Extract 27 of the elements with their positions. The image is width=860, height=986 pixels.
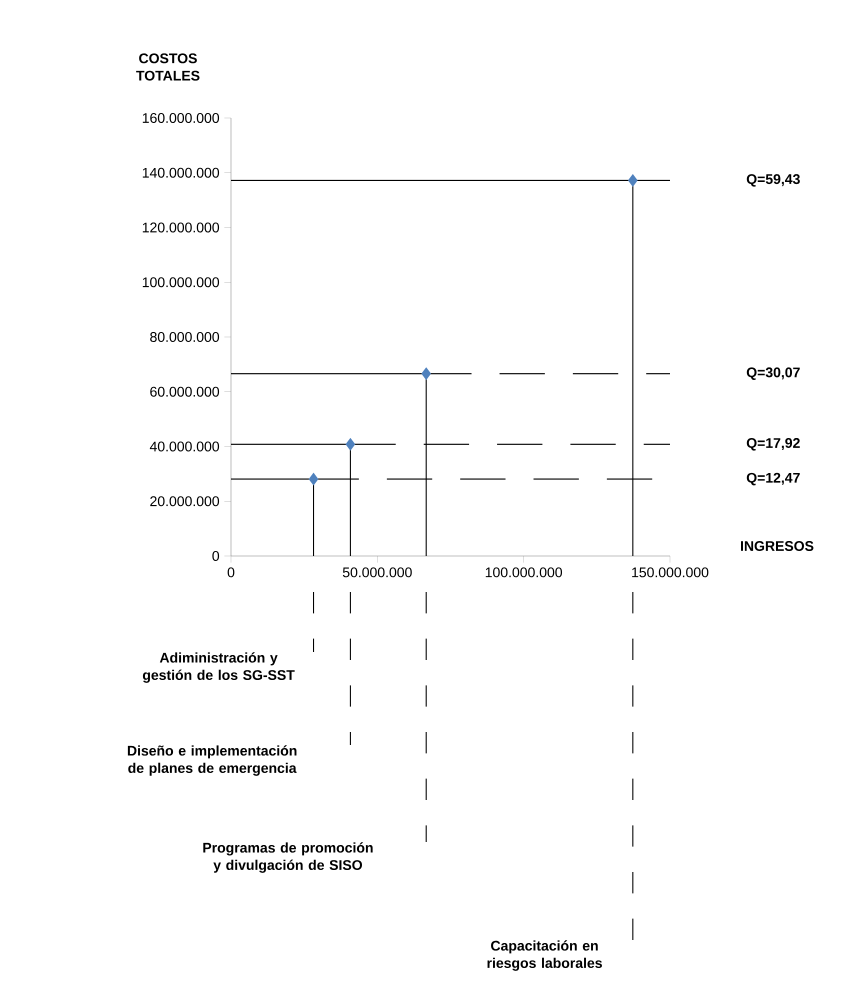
y-tick-label: 20.000.000	[150, 496, 220, 506]
x-tick-label: 150.000.000	[632, 567, 708, 578]
text: Q=59,43	[746, 174, 800, 187]
y-tick-label: 0	[212, 551, 220, 561]
text: Capacitación en riesgos laborales	[488, 940, 602, 971]
point	[346, 438, 356, 451]
y-tick-label: 100.000.000	[142, 277, 220, 288]
point	[628, 174, 638, 187]
point	[308, 472, 318, 486]
y-tick-label: 40.000.000	[150, 442, 220, 452]
y-axis-title: COSTOS TOTALES	[136, 53, 200, 81]
x-tick-label: 0	[228, 567, 234, 578]
x-tick-label: 50.000.000	[342, 567, 412, 578]
y-tick-label: 160.000.000	[142, 113, 220, 123]
text: Q=12,47	[746, 472, 800, 486]
y-tick-label: 140.000.000	[142, 168, 220, 178]
point	[421, 367, 431, 380]
text: Q=30,07	[746, 367, 800, 380]
x-tick-label: 100.000.000	[486, 567, 562, 578]
text: Programas de promoción y divulgación de SISO	[203, 842, 373, 873]
text: Adiministración y gestión de los SG-SST	[142, 652, 295, 683]
x-axis-title: INGRESOS	[740, 541, 814, 551]
text: Diseño e implementación de planes de emergencia	[128, 745, 297, 776]
y-tick-label: 60.000.000	[150, 386, 220, 397]
text: Q=17,92	[746, 438, 800, 451]
y-tick-label: 120.000.000	[142, 222, 220, 232]
y-tick-label: 80.000.000	[150, 332, 220, 342]
